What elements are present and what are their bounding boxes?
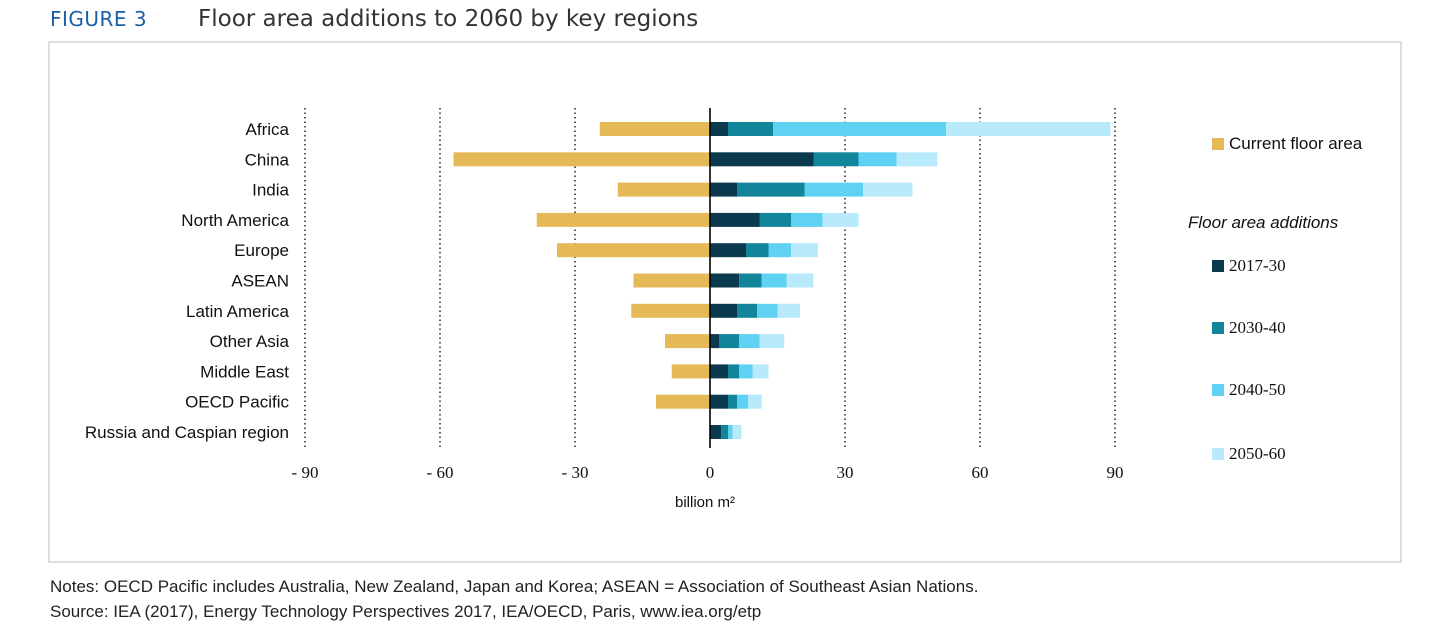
bar-2017-30-africa [710, 122, 728, 136]
category-label-africa: Africa [246, 120, 290, 139]
category-label-russia-and-caspian-region: Russia and Caspian region [85, 423, 289, 442]
bar-2030-40-europe [746, 243, 769, 258]
bar-2040-50-other-asia [739, 334, 760, 349]
x-tick-label: 0 [706, 463, 715, 482]
category-label-latin-america: Latin America [186, 302, 290, 321]
bar-2017-30-china [710, 152, 814, 167]
bar-2050-60-india [863, 182, 913, 197]
legend-item-2030-40: 2030-40 [1212, 318, 1286, 338]
category-label-middle-east: Middle East [200, 362, 289, 381]
bar-2017-30-europe [710, 243, 746, 258]
bar-2017-30-north-america [710, 212, 760, 227]
bar-current-africa [599, 122, 710, 136]
bar-2040-50-china [858, 152, 897, 167]
figure-notes: Notes: OECD Pacific includes Australia, … [50, 574, 978, 624]
figure-number: FIGURE 3 [50, 7, 148, 31]
bar-2050-60-china [896, 152, 938, 167]
bar-2050-60-middle-east [752, 364, 769, 379]
legend-item-2040-50: 2040-50 [1212, 380, 1286, 400]
bar-2030-40-china [813, 152, 859, 167]
bar-current-oecd-pacific [656, 394, 710, 409]
bar-current-north-america [536, 212, 710, 227]
bar-current-china [453, 152, 710, 167]
bar-2030-40-asean [739, 273, 762, 288]
category-label-india: India [252, 181, 289, 200]
bar-2040-50-north-america [791, 212, 823, 227]
legend-swatch-current [1212, 138, 1224, 150]
figure-header: FIGURE 3 Floor area additions to 2060 by… [50, 2, 698, 36]
bar-2017-30-middle-east [710, 364, 728, 379]
x-tick-label: 30 [837, 463, 854, 482]
bar-2030-40-russia-and-caspian-region [721, 425, 728, 439]
bar-2040-50-latin-america [757, 303, 778, 318]
legend-label-2040-50: 2040-50 [1229, 380, 1286, 399]
bar-current-europe [557, 243, 710, 258]
legend-swatch-2050-60 [1212, 448, 1224, 460]
category-label-north-america: North America [181, 211, 289, 230]
bar-2040-50-oecd-pacific [737, 394, 749, 409]
bar-current-asean [633, 273, 710, 288]
legend-item-2017-30: 2017-30 [1212, 256, 1286, 276]
legend-label-2017-30: 2017-30 [1229, 256, 1286, 275]
bar-2050-60-latin-america [777, 303, 800, 318]
bar-2017-30-oecd-pacific [710, 394, 728, 409]
bar-2050-60-oecd-pacific [748, 394, 762, 409]
bar-current-latin-america [631, 303, 710, 318]
bar-2040-50-asean [761, 273, 787, 288]
legend-swatch-2040-50 [1212, 384, 1224, 396]
category-label-europe: Europe [234, 241, 289, 260]
category-label-asean: ASEAN [231, 272, 289, 291]
x-axis-label: billion m² [675, 494, 735, 511]
bar-current-middle-east [671, 364, 710, 379]
bar-2050-60-europe [791, 243, 818, 258]
bar-2040-50-europe [768, 243, 791, 258]
bar-2030-40-other-asia [719, 334, 740, 349]
figure-title: Floor area additions to 2060 by key regi… [198, 6, 699, 32]
notes-text: Notes: OECD Pacific includes Australia, … [50, 577, 979, 596]
legend-item-2050-60: 2050-60 [1212, 444, 1286, 464]
bar-2030-40-africa [728, 122, 773, 136]
category-label-china: China [245, 150, 290, 169]
bar-2050-60-other-asia [759, 334, 785, 349]
bar-2030-40-latin-america [737, 303, 758, 318]
bar-current-other-asia [665, 334, 710, 349]
category-label-oecd-pacific: OECD Pacific [185, 393, 289, 412]
bar-2040-50-russia-and-caspian-region [728, 425, 733, 439]
legend-swatch-2030-40 [1212, 322, 1224, 334]
bar-2040-50-india [804, 182, 863, 197]
x-tick-label: - 90 [292, 463, 319, 482]
bar-2030-40-oecd-pacific [728, 394, 737, 409]
x-tick-label: - 60 [427, 463, 454, 482]
bar-2030-40-india [737, 182, 805, 197]
bar-2017-30-asean [710, 273, 740, 288]
legend-label-2030-40: 2030-40 [1229, 318, 1286, 337]
bar-2017-30-latin-america [710, 303, 737, 318]
x-tick-label: 90 [1107, 463, 1124, 482]
bar-current-india [617, 182, 710, 197]
legend-label-current: Current floor area [1229, 134, 1363, 153]
bar-2030-40-north-america [759, 212, 791, 227]
bar-2040-50-africa [773, 122, 947, 136]
bar-2017-30-other-asia [710, 334, 719, 349]
bar-2050-60-asean [786, 273, 814, 288]
x-tick-label: 60 [972, 463, 989, 482]
legend-item-current: Current floor area [1212, 134, 1362, 154]
bar-2030-40-middle-east [728, 364, 740, 379]
bar-2050-60-russia-and-caspian-region [732, 425, 742, 439]
bar-2017-30-india [710, 182, 737, 197]
bar-2050-60-africa [946, 122, 1111, 136]
legend-swatch-2017-30 [1212, 260, 1224, 272]
bar-2050-60-north-america [822, 212, 859, 227]
category-label-other-asia: Other Asia [210, 332, 290, 351]
legend-label-2050-60: 2050-60 [1229, 444, 1286, 463]
bar-2040-50-middle-east [739, 364, 753, 379]
source-text: Source: IEA (2017), Energy Technology Pe… [50, 602, 762, 621]
bar-2017-30-russia-and-caspian-region [710, 425, 722, 439]
legend-heading-additions: Floor area additions [1188, 213, 1339, 232]
chart-frame [48, 41, 1402, 563]
x-tick-label: - 30 [562, 463, 589, 482]
